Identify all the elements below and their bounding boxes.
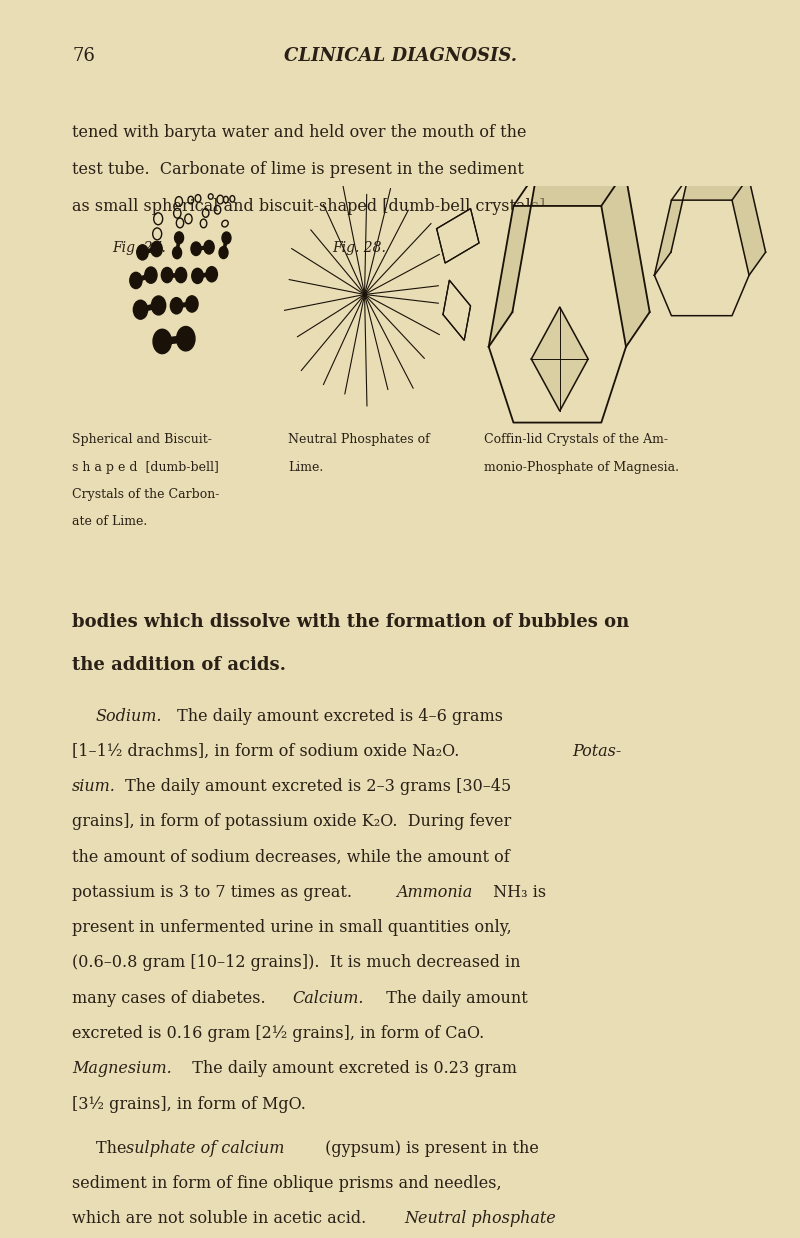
Text: Sodium.: Sodium. bbox=[96, 707, 162, 724]
Circle shape bbox=[222, 232, 231, 244]
Text: The daily amount excreted is 0.23 gram: The daily amount excreted is 0.23 gram bbox=[182, 1060, 518, 1077]
Text: sediment in form of fine oblique prisms and needles,: sediment in form of fine oblique prisms … bbox=[72, 1175, 502, 1192]
Circle shape bbox=[204, 240, 214, 254]
Circle shape bbox=[153, 329, 171, 354]
Text: tened with baryta water and held over the mouth of the: tened with baryta water and held over th… bbox=[72, 124, 526, 141]
Circle shape bbox=[219, 246, 228, 259]
Polygon shape bbox=[437, 208, 479, 262]
Text: The: The bbox=[96, 1140, 132, 1156]
Text: (gypsum) is present in the: (gypsum) is present in the bbox=[320, 1140, 539, 1156]
Text: [3½ grains], in form of MgO.: [3½ grains], in form of MgO. bbox=[72, 1096, 306, 1113]
Text: Neutral Phosphates of: Neutral Phosphates of bbox=[288, 433, 430, 447]
Text: Fig. 27.: Fig. 27. bbox=[112, 241, 166, 255]
Text: ate of Lime.: ate of Lime. bbox=[72, 515, 147, 529]
Text: (0.6–0.8 gram [10–12 grains]).  It is much decreased in: (0.6–0.8 gram [10–12 grains]). It is muc… bbox=[72, 954, 521, 972]
Polygon shape bbox=[654, 177, 766, 275]
Text: sulphate of calcium: sulphate of calcium bbox=[126, 1140, 285, 1156]
Text: Spherical and Biscuit-: Spherical and Biscuit- bbox=[72, 433, 212, 447]
Text: Potas-: Potas- bbox=[572, 743, 622, 760]
Text: monio-Phosphate of Magnesia.: monio-Phosphate of Magnesia. bbox=[484, 461, 679, 474]
Text: The daily amount excreted is 4–6 grams: The daily amount excreted is 4–6 grams bbox=[172, 707, 503, 724]
Circle shape bbox=[173, 246, 182, 259]
Text: Magnesium.: Magnesium. bbox=[72, 1060, 172, 1077]
Circle shape bbox=[191, 241, 201, 255]
Polygon shape bbox=[489, 171, 650, 347]
Circle shape bbox=[170, 297, 182, 314]
Circle shape bbox=[186, 296, 198, 312]
Polygon shape bbox=[531, 307, 588, 411]
Text: potassium is 3 to 7 times as great.: potassium is 3 to 7 times as great. bbox=[72, 884, 362, 901]
Text: present in unfermented urine in small quantities only,: present in unfermented urine in small qu… bbox=[72, 920, 512, 936]
Text: Calcium.: Calcium. bbox=[292, 990, 363, 1006]
Text: NH₃ is: NH₃ is bbox=[488, 884, 546, 901]
Text: test tube.  Carbonate of lime is present in the sediment: test tube. Carbonate of lime is present … bbox=[72, 161, 524, 178]
Text: The daily amount: The daily amount bbox=[376, 990, 528, 1006]
Text: s h a p e d  [dumb-bell]: s h a p e d [dumb-bell] bbox=[72, 461, 219, 474]
Circle shape bbox=[206, 266, 218, 282]
Text: excreted is 0.16 gram [2½ grains], in form of CaO.: excreted is 0.16 gram [2½ grains], in fo… bbox=[72, 1025, 484, 1042]
Circle shape bbox=[192, 269, 203, 284]
Text: which are not soluble in acetic acid.: which are not soluble in acetic acid. bbox=[72, 1211, 377, 1227]
Text: sium.: sium. bbox=[72, 779, 116, 795]
Polygon shape bbox=[489, 206, 626, 422]
Polygon shape bbox=[443, 280, 470, 340]
Text: CLINICAL DIAGNOSIS.: CLINICAL DIAGNOSIS. bbox=[283, 47, 517, 66]
Circle shape bbox=[162, 267, 173, 282]
Circle shape bbox=[177, 327, 195, 350]
Circle shape bbox=[134, 300, 148, 319]
Text: many cases of diabetes.: many cases of diabetes. bbox=[72, 990, 276, 1006]
Text: Coffin-lid Crystals of the Am-: Coffin-lid Crystals of the Am- bbox=[484, 433, 668, 447]
Text: Neutral phosphate: Neutral phosphate bbox=[404, 1211, 556, 1227]
Circle shape bbox=[145, 267, 157, 284]
Text: Crystals of the Carbon-: Crystals of the Carbon- bbox=[72, 488, 219, 501]
Circle shape bbox=[151, 241, 162, 256]
Text: Fig. 29.: Fig. 29. bbox=[548, 241, 602, 255]
Text: [1–1½ drachms], in form of sodium oxide Na₂O.: [1–1½ drachms], in form of sodium oxide … bbox=[72, 743, 470, 760]
Text: Lime.: Lime. bbox=[288, 461, 323, 474]
Text: 76: 76 bbox=[72, 47, 95, 66]
Circle shape bbox=[175, 267, 186, 282]
Text: the addition of acids.: the addition of acids. bbox=[72, 655, 286, 673]
Text: the amount of sodium decreases, while the amount of: the amount of sodium decreases, while th… bbox=[72, 849, 510, 865]
Text: as small spherical and biscuit-shaped [dumb-bell crystals]: as small spherical and biscuit-shaped [d… bbox=[72, 198, 546, 215]
Circle shape bbox=[130, 272, 142, 288]
Text: Ammonia: Ammonia bbox=[396, 884, 472, 901]
Circle shape bbox=[137, 245, 148, 260]
Text: grains], in form of potassium oxide K₂O.  During fever: grains], in form of potassium oxide K₂O.… bbox=[72, 813, 511, 831]
Text: The daily amount excreted is 2–3 grams [30–45: The daily amount excreted is 2–3 grams [… bbox=[120, 779, 511, 795]
Circle shape bbox=[151, 296, 166, 314]
Text: Fig. 28.: Fig. 28. bbox=[332, 241, 386, 255]
Circle shape bbox=[174, 232, 183, 244]
Text: bodies which dissolve with the formation of bubbles on: bodies which dissolve with the formation… bbox=[72, 613, 630, 631]
Polygon shape bbox=[654, 201, 749, 316]
